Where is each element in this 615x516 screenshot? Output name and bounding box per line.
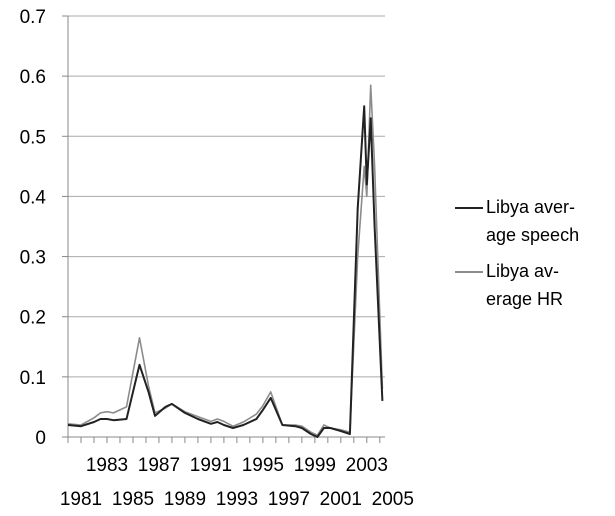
x-tick-label: 2005 [372, 489, 414, 510]
legend-label: erage HR [486, 289, 563, 309]
axes [62, 15, 385, 443]
y-tick-label: 0.7 [20, 7, 46, 28]
y-tick-label: 0.2 [20, 308, 46, 329]
y-tick-label: 0.6 [20, 67, 46, 88]
series-lines [67, 84, 384, 438]
x-tick-label: 2003 [346, 455, 388, 476]
y-tick-label: 0 [35, 428, 46, 449]
x-axis-tick-labels: 1983 1987 1991 1995 1999 2003 1981 1985 1989 1993… [60, 455, 414, 510]
legend-label: Libya av- [486, 261, 559, 281]
x-tick-label: 1995 [242, 455, 284, 476]
series-line-speech [67, 105, 384, 438]
x-tick-label: 1989 [164, 489, 206, 510]
x-tick-label: 1999 [294, 455, 336, 476]
legend: Libya aver-age speech Libya av-erage HR [455, 197, 579, 309]
gridlines [68, 15, 385, 378]
series-line-hr [67, 84, 384, 436]
y-tick-label: 0.1 [20, 368, 46, 389]
y-tick-label: 0.5 [20, 127, 46, 148]
x-tick-label: 1981 [60, 489, 102, 510]
y-tick-label: 0.3 [20, 248, 46, 269]
x-tick-label: 1991 [190, 455, 232, 476]
x-tick-label: 1997 [268, 489, 310, 510]
x-tick-label: 2001 [320, 489, 362, 510]
x-tick-label: 1985 [112, 489, 154, 510]
legend-label: Libya aver- [486, 197, 575, 217]
x-tick-label: 1993 [216, 489, 258, 510]
x-tick-label: 1983 [86, 455, 128, 476]
y-tick-label: 0.4 [20, 187, 47, 208]
legend-label: age speech [486, 225, 579, 245]
y-axis-tick-labels: 0 0.1 0.2 0.3 0.4 0.5 0.6 0.7 [20, 7, 47, 449]
x-tick-label: 1987 [138, 455, 180, 476]
